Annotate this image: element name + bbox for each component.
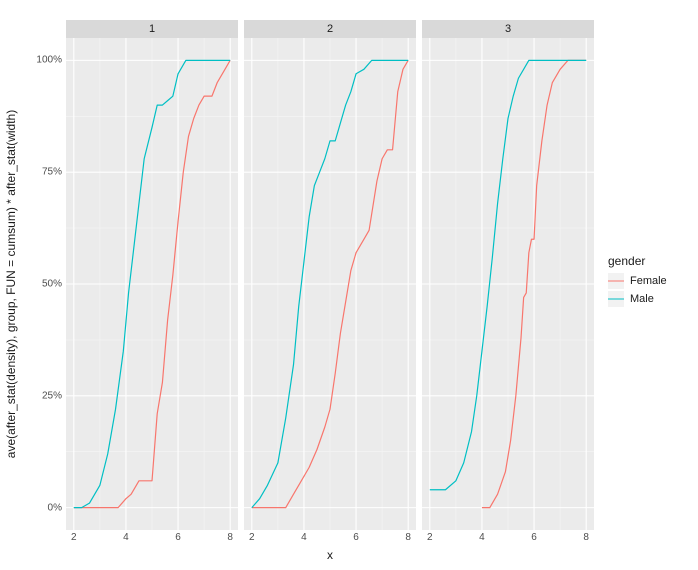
legend-item-label: Female	[630, 275, 667, 287]
legend-items: Female Male	[608, 272, 667, 308]
facet-strip: 1	[66, 20, 238, 38]
x-tick-labels: 2 4 6 8	[244, 530, 416, 546]
legend-key-icon	[608, 273, 624, 289]
facet-panel: 124680%25%50%75%100%	[66, 20, 238, 530]
y-tick-label: 100%	[36, 55, 62, 66]
panel-plot: 2468	[244, 38, 416, 530]
x-tick-labels: 2 4 6 8	[422, 530, 594, 546]
x-tick-label: 6	[531, 532, 537, 543]
facet-panel: 22468	[244, 20, 416, 530]
y-tick-label: 0%	[48, 502, 62, 513]
x-tick-labels: 2 4 6 8	[66, 530, 238, 546]
x-tick-label: 4	[123, 532, 129, 543]
facet-strip: 3	[422, 20, 594, 38]
legend: gender Female Male	[608, 254, 667, 308]
panel-plot: 2468	[422, 38, 594, 530]
x-tick-label: 6	[353, 532, 359, 543]
x-tick-label: 8	[405, 532, 411, 543]
legend-title: gender	[608, 254, 667, 268]
x-tick-label: 6	[175, 532, 181, 543]
x-tick-label: 4	[301, 532, 307, 543]
legend-item-label: Male	[630, 293, 654, 305]
legend-item: Male	[608, 290, 667, 308]
x-tick-label: 2	[71, 532, 77, 543]
legend-key-icon	[608, 291, 624, 307]
x-tick-label: 2	[427, 532, 433, 543]
figure: ave(after_stat(density), group, FUN = cu…	[0, 0, 698, 570]
panel-plot: 24680%25%50%75%100%	[66, 38, 238, 530]
legend-item: Female	[608, 272, 667, 290]
y-tick-label: 75%	[42, 167, 62, 178]
y-tick-label: 50%	[42, 279, 62, 290]
x-tick-label: 8	[583, 532, 589, 543]
y-axis-title: ave(after_stat(density), group, FUN = cu…	[4, 110, 18, 458]
x-tick-label: 2	[249, 532, 255, 543]
facet-strip: 2	[244, 20, 416, 38]
x-axis-title: x	[327, 548, 333, 562]
x-tick-label: 8	[227, 532, 233, 543]
y-tick-label: 25%	[42, 390, 62, 401]
y-tick-labels: 0% 25% 50% 75% 100%	[26, 38, 66, 530]
x-tick-label: 4	[479, 532, 485, 543]
facet-panel: 32468	[422, 20, 594, 530]
